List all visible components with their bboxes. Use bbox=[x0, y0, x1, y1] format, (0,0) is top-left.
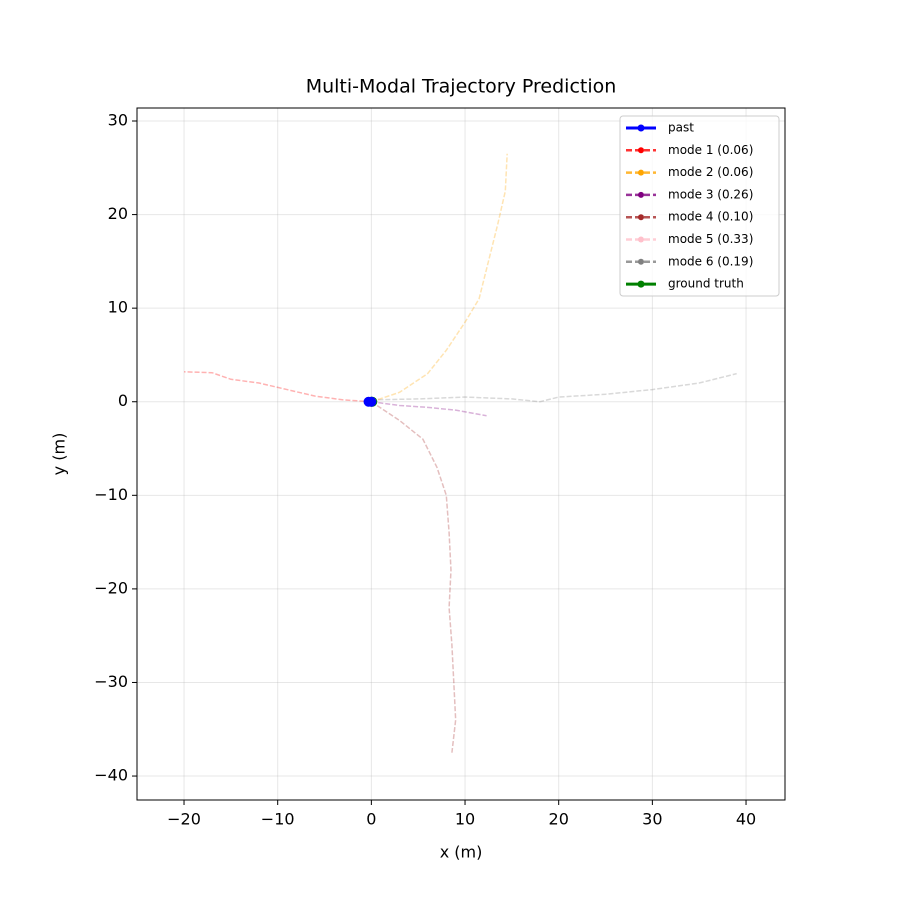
y-tick-label: 0 bbox=[118, 391, 128, 410]
y-tick-label: 30 bbox=[108, 111, 128, 130]
y-axis-label: y (m) bbox=[50, 433, 69, 476]
y-tick-label: −10 bbox=[94, 485, 128, 504]
x-tick-label: −20 bbox=[167, 810, 201, 829]
trajectory bbox=[371, 372, 737, 403]
x-tick-label: −10 bbox=[261, 810, 295, 829]
trajectory bbox=[370, 401, 457, 753]
y-tick-label: −20 bbox=[94, 578, 128, 597]
legend-marker bbox=[637, 280, 645, 288]
chart-title: Multi-Modal Trajectory Prediction bbox=[306, 76, 617, 98]
legend-label: past bbox=[668, 121, 694, 135]
y-tick-label: 10 bbox=[108, 298, 128, 317]
legend-marker bbox=[638, 214, 644, 221]
x-tick-label: 30 bbox=[642, 810, 662, 829]
trajectory bbox=[183, 371, 372, 403]
legend-label: mode 4 (0.10) bbox=[668, 210, 753, 224]
point bbox=[366, 396, 377, 407]
legend-marker bbox=[637, 124, 645, 132]
y-tick-label: 20 bbox=[108, 204, 128, 223]
x-tick-label: 40 bbox=[736, 810, 756, 829]
y-tick-label: −30 bbox=[94, 672, 128, 691]
legend-label: mode 1 (0.06) bbox=[668, 143, 753, 157]
legend-label: mode 2 (0.06) bbox=[668, 165, 753, 179]
legend-marker bbox=[638, 191, 644, 198]
legend-marker bbox=[638, 236, 644, 243]
legend-label: mode 5 (0.33) bbox=[668, 232, 753, 246]
legend-box bbox=[619, 115, 780, 297]
legend-marker bbox=[638, 169, 644, 176]
trajectory bbox=[371, 153, 508, 403]
legend-marker bbox=[638, 147, 644, 154]
x-tick-label: 0 bbox=[366, 810, 376, 829]
y-tick-label: −40 bbox=[94, 766, 128, 785]
x-axis-label: x (m) bbox=[440, 843, 483, 862]
x-tick-label: 20 bbox=[549, 810, 569, 829]
legend-label: mode 6 (0.19) bbox=[668, 254, 753, 268]
trajectory bbox=[371, 400, 487, 417]
x-tick-label: 10 bbox=[455, 810, 475, 829]
legend-label: mode 3 (0.26) bbox=[668, 187, 753, 201]
plot-frame bbox=[136, 107, 786, 801]
legend-marker bbox=[638, 258, 644, 265]
legend-label: ground truth bbox=[668, 277, 744, 291]
